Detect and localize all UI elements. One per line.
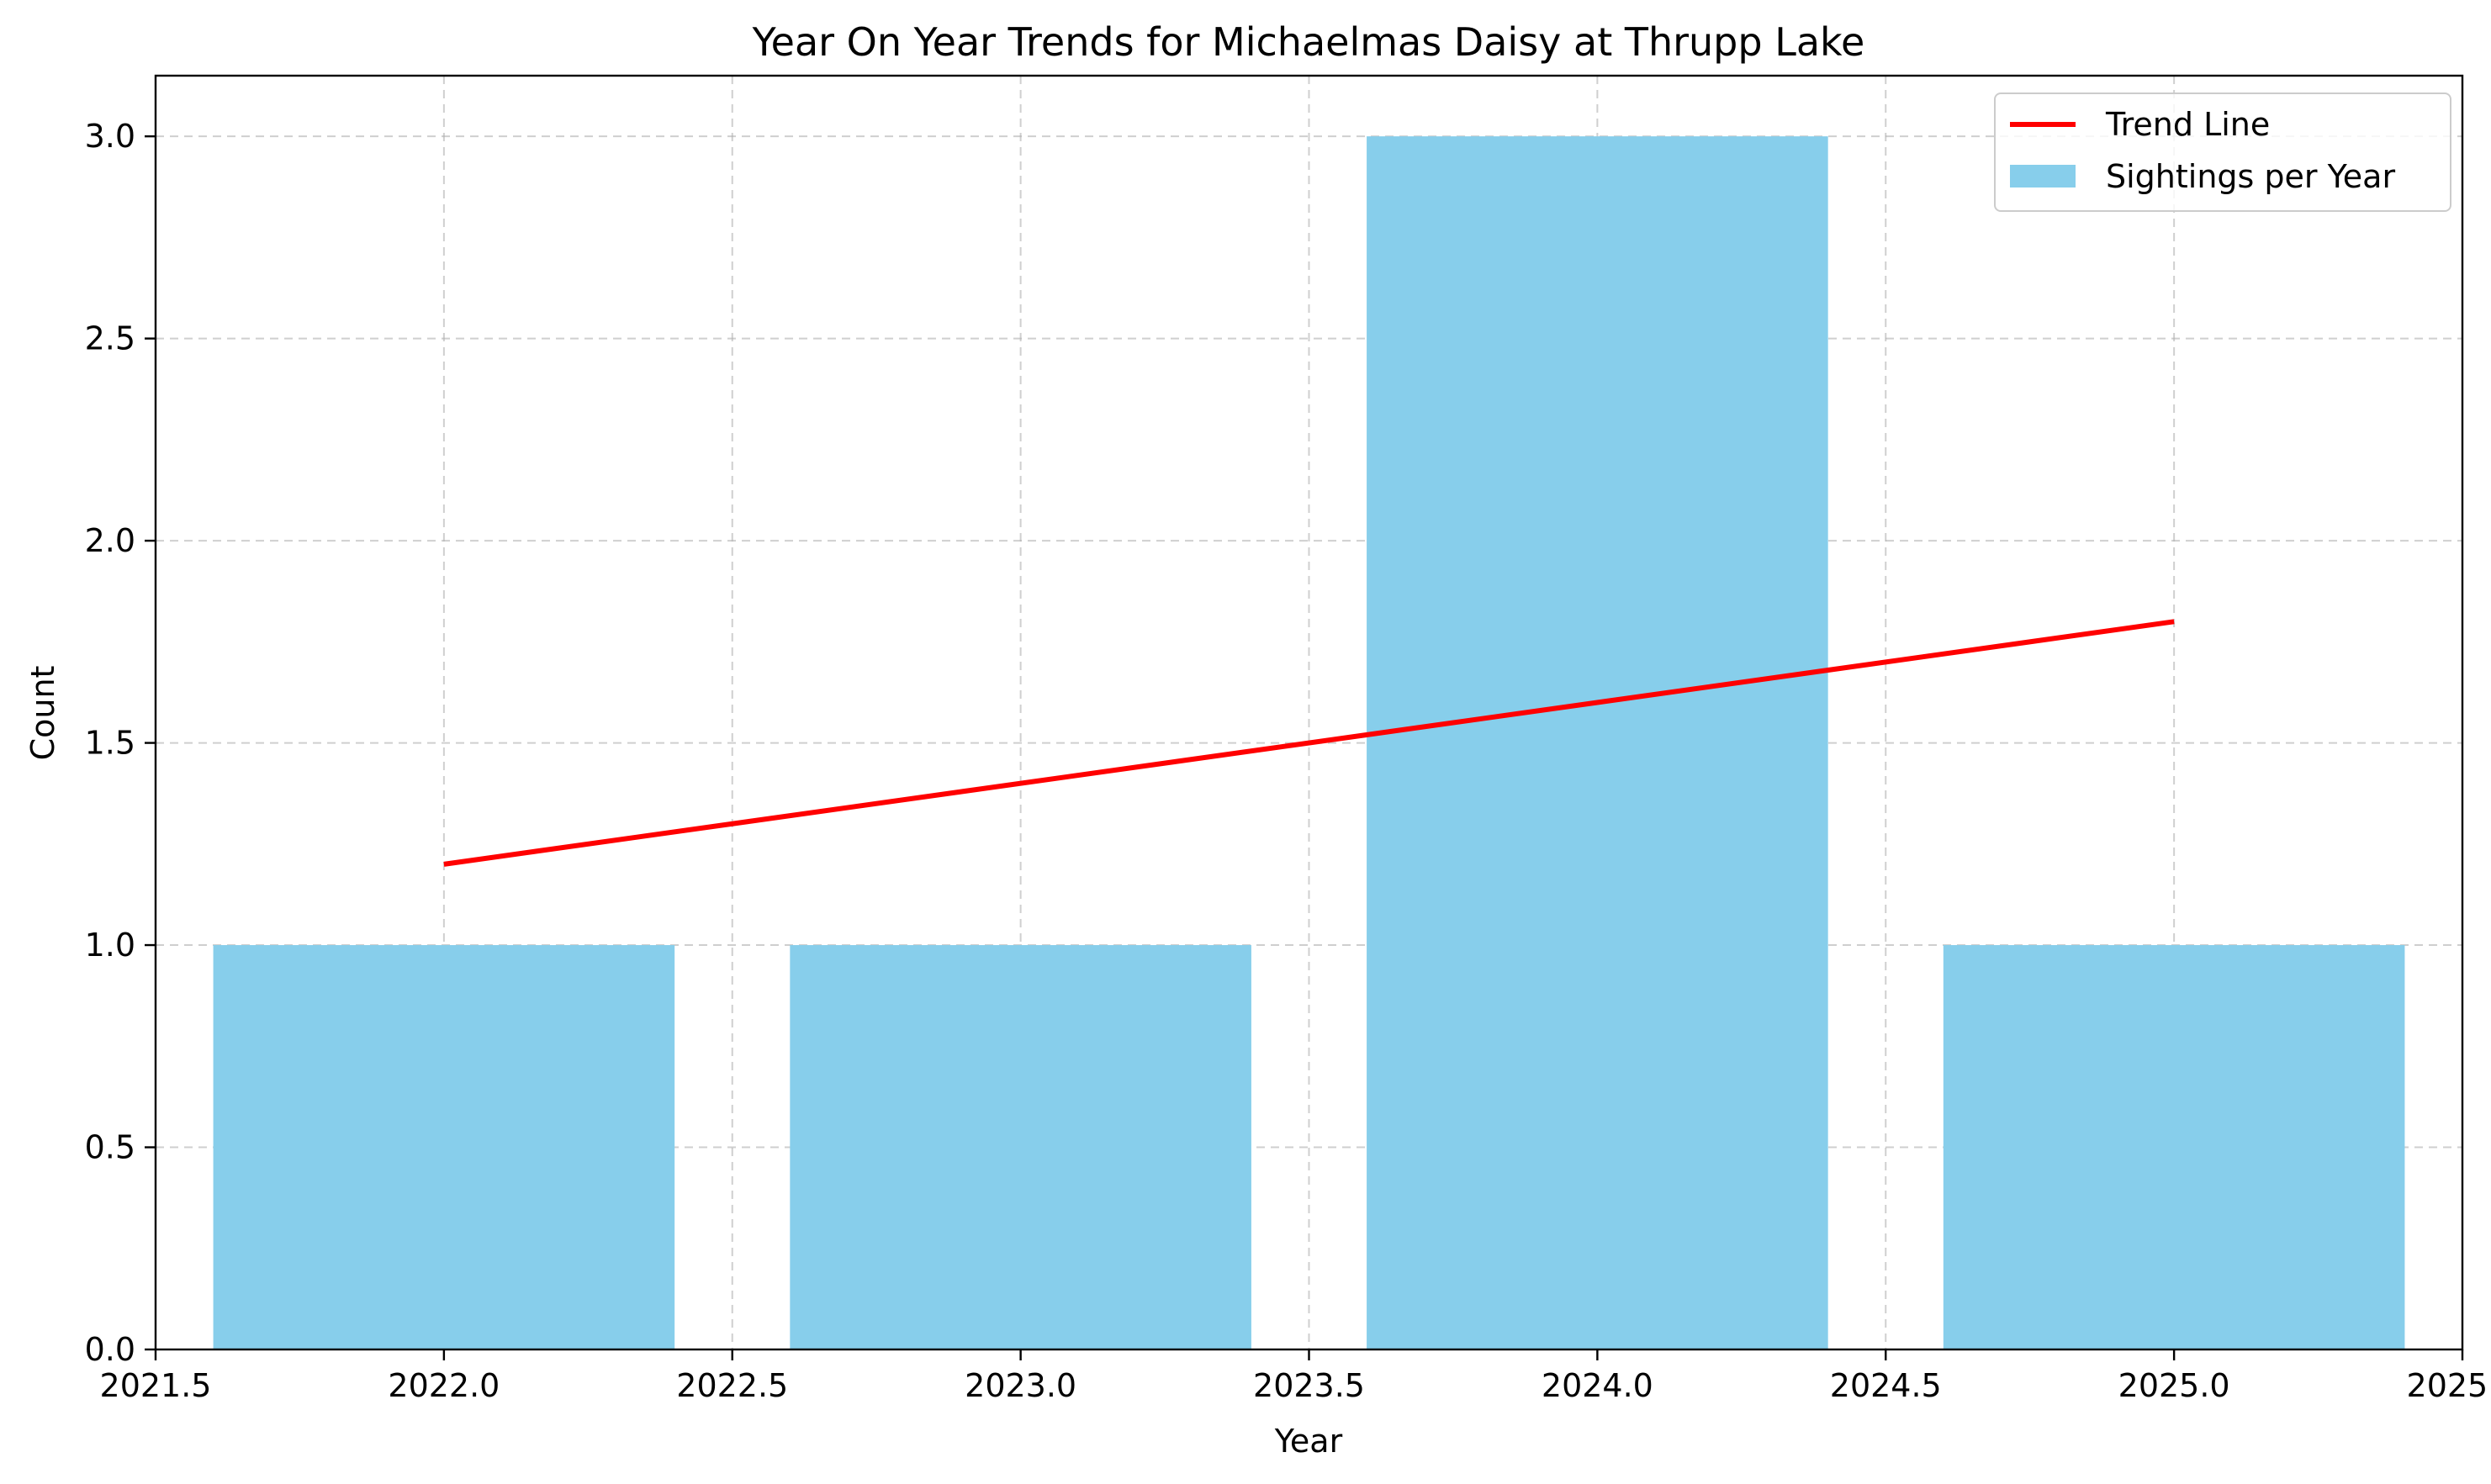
x-tick-label: 2025.0 (2118, 1367, 2230, 1404)
bar-2025 (1943, 945, 2405, 1349)
legend-trend-line-label: Trend Line (2105, 106, 2270, 143)
x-tick-label: 2023.0 (965, 1367, 1076, 1404)
legend-box (1994, 92, 2451, 212)
bar-2023 (790, 945, 1251, 1349)
y-tick-label: 0.5 (85, 1129, 135, 1166)
y-tick-label: 2.5 (85, 320, 135, 357)
bar-series (213, 136, 2405, 1350)
legend: Trend Line Sightings per Year (1994, 92, 2451, 212)
trend-line-series (443, 619, 2175, 867)
y-axis: 0.0 0.5 1.0 1.5 2.0 2.5 3.0 (85, 118, 156, 1368)
x-tick-label: 2025.5 (2407, 1367, 2491, 1404)
bar-2022 (213, 945, 675, 1349)
x-axis-label: Year (1274, 1423, 1343, 1460)
chart-title: Year On Year Trends for Michaelmas Daisy… (752, 19, 1865, 65)
x-axis: 2021.5 2022.0 2022.5 2023.0 2023.5 2024.0 2024… (100, 1349, 2491, 1404)
y-tick-label: 1.0 (85, 927, 135, 964)
x-tick-label: 2022.5 (676, 1367, 788, 1404)
x-tick-label: 2022.0 (388, 1367, 500, 1404)
trend-line (443, 619, 2175, 867)
legend-sightings-swatch (2010, 165, 2076, 187)
legend-sightings-label: Sightings per Year (2106, 158, 2395, 195)
y-axis-label: Count (24, 666, 61, 761)
y-tick-label: 1.5 (85, 725, 135, 762)
x-tick-label: 2021.5 (100, 1367, 212, 1404)
y-tick-label: 2.0 (85, 522, 135, 559)
x-tick-label: 2024.5 (1830, 1367, 1942, 1404)
x-tick-label: 2024.0 (1542, 1367, 1653, 1404)
y-tick-label: 3.0 (85, 118, 135, 155)
bar-2024 (1367, 136, 1828, 1350)
x-tick-label: 2023.5 (1253, 1367, 1365, 1404)
y-tick-label: 0.0 (85, 1331, 135, 1368)
